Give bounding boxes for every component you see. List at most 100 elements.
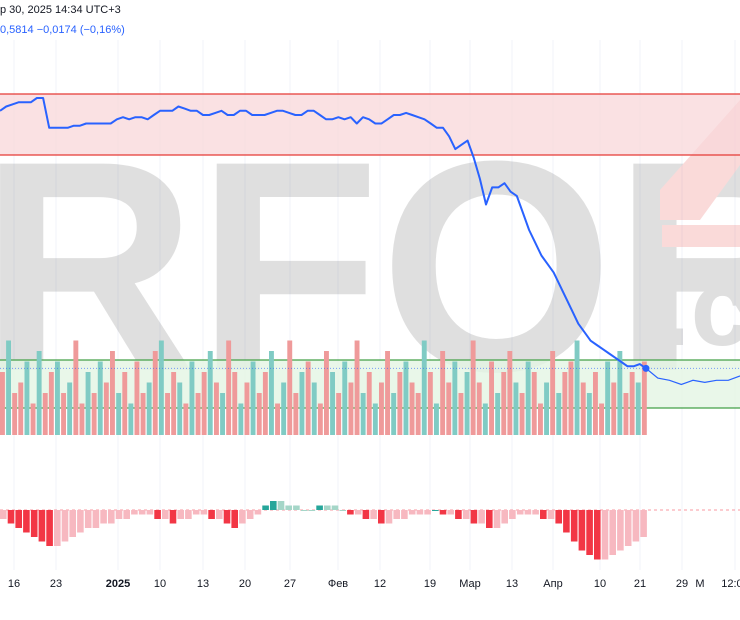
x-tick-label: 27 (284, 578, 296, 590)
oscillator-bar (370, 510, 377, 519)
x-tick-label: Апр (543, 578, 562, 590)
volume-bar (305, 361, 311, 435)
x-tick-label: 23 (50, 578, 62, 590)
oscillator-bar (339, 510, 346, 511)
oscillator-bar (393, 510, 400, 519)
volume-bar (586, 393, 592, 435)
volume-bar (342, 361, 348, 435)
oscillator-bar (115, 510, 123, 519)
volume-bar (171, 372, 177, 435)
oscillator-bar (46, 510, 53, 546)
oscillator-bar (92, 510, 100, 528)
oscillator-bar (586, 510, 593, 555)
oscillator-bar (216, 510, 223, 519)
volume-bar (152, 351, 158, 435)
oscillator-bar (192, 510, 200, 515)
chart-header-date: р 30, 2025 14:34 UTC+3 (0, 4, 121, 16)
volume-bar (531, 372, 537, 435)
volume-bar (482, 403, 488, 435)
x-axis: 16 23 2025 10 13 20 27 Фев 12 19 Мар 13 Апр 10 21 29 12:… (8, 578, 740, 590)
volume-bar (538, 403, 543, 435)
oscillator-bar (601, 510, 609, 560)
x-tick-label: 16 (8, 578, 20, 590)
volume-bar (470, 340, 476, 435)
oscillator-bar (470, 510, 478, 524)
oscillator-bar (540, 510, 547, 519)
oscillator-bar (30, 510, 38, 537)
volume-bar (403, 361, 409, 435)
oscillator-bar (632, 510, 640, 542)
volume-bar (269, 351, 274, 435)
oscillator-bar (293, 505, 300, 510)
oscillator-bar (100, 510, 107, 524)
oscillator-bar (563, 510, 570, 533)
volume-bar (623, 393, 629, 435)
volume-bar (568, 361, 574, 435)
volume-bar (281, 382, 287, 435)
oscillator-bar (162, 510, 169, 519)
oscillator-bar (486, 510, 493, 528)
volume-bar (611, 382, 617, 435)
x-tick-label: 2025 (106, 578, 130, 590)
volume-bar (372, 403, 378, 435)
resistance-zone (0, 94, 740, 155)
oscillator-bar (61, 510, 69, 542)
volume-bar (287, 340, 293, 435)
volume-bar (250, 361, 256, 435)
volume-bar (30, 403, 36, 435)
volume-bar (599, 403, 604, 435)
volume-bar (525, 361, 531, 435)
volume-bar (97, 361, 103, 435)
volume-bar (379, 382, 384, 435)
volume-bar (311, 382, 317, 435)
volume-bar (55, 361, 60, 435)
watermark-bar (662, 225, 740, 247)
oscillator-bar (169, 510, 177, 524)
oscillator-bar (223, 510, 231, 524)
x-tick-label: 10 (154, 578, 166, 590)
oscillator-bar (270, 501, 277, 510)
oscillator-bar (570, 510, 578, 542)
volume-bar (501, 372, 507, 435)
oscillator-bar (138, 510, 146, 515)
oscillator-bar (509, 510, 516, 519)
volume-bar (195, 393, 201, 435)
volume-bar (348, 382, 354, 435)
volume-bar (495, 393, 501, 435)
forecast-line (645, 367, 740, 386)
volume-bar (207, 351, 213, 435)
oscillator-bar (285, 505, 292, 510)
oscillator-bar (146, 510, 154, 515)
oscillator-bar (23, 510, 30, 533)
oscillator-bar (362, 510, 370, 519)
volume-bar (476, 382, 482, 435)
volume-bar (220, 393, 225, 435)
volume-bar (562, 372, 568, 435)
oscillator-bar (401, 510, 408, 519)
oscillator-bar (578, 510, 586, 551)
volume-bar (385, 351, 390, 435)
volume-bar (427, 372, 433, 435)
price-series (0, 97, 740, 386)
volume-bar (391, 393, 397, 435)
volume-bar (165, 393, 170, 435)
x-tick-label: 19 (424, 578, 436, 590)
oscillator-bar (177, 510, 184, 519)
volume-bar (556, 393, 562, 435)
oscillator-bar (354, 510, 362, 515)
volume-bar (354, 340, 360, 435)
volume-bar (232, 372, 238, 435)
x-tick-label: М (695, 578, 704, 590)
oscillator-bar (624, 510, 632, 546)
x-tick-label: Мар (459, 578, 481, 590)
volume-bar (42, 393, 48, 435)
oscillator-bar (347, 510, 354, 515)
volume-bar (85, 372, 91, 435)
oscillator-bar (15, 510, 22, 528)
oscillator (0, 501, 740, 560)
volume-bar (103, 382, 109, 435)
x-tick-label: 13 (197, 578, 209, 590)
oscillator-bar (501, 510, 508, 524)
x-tick-label: Фев (328, 578, 348, 590)
